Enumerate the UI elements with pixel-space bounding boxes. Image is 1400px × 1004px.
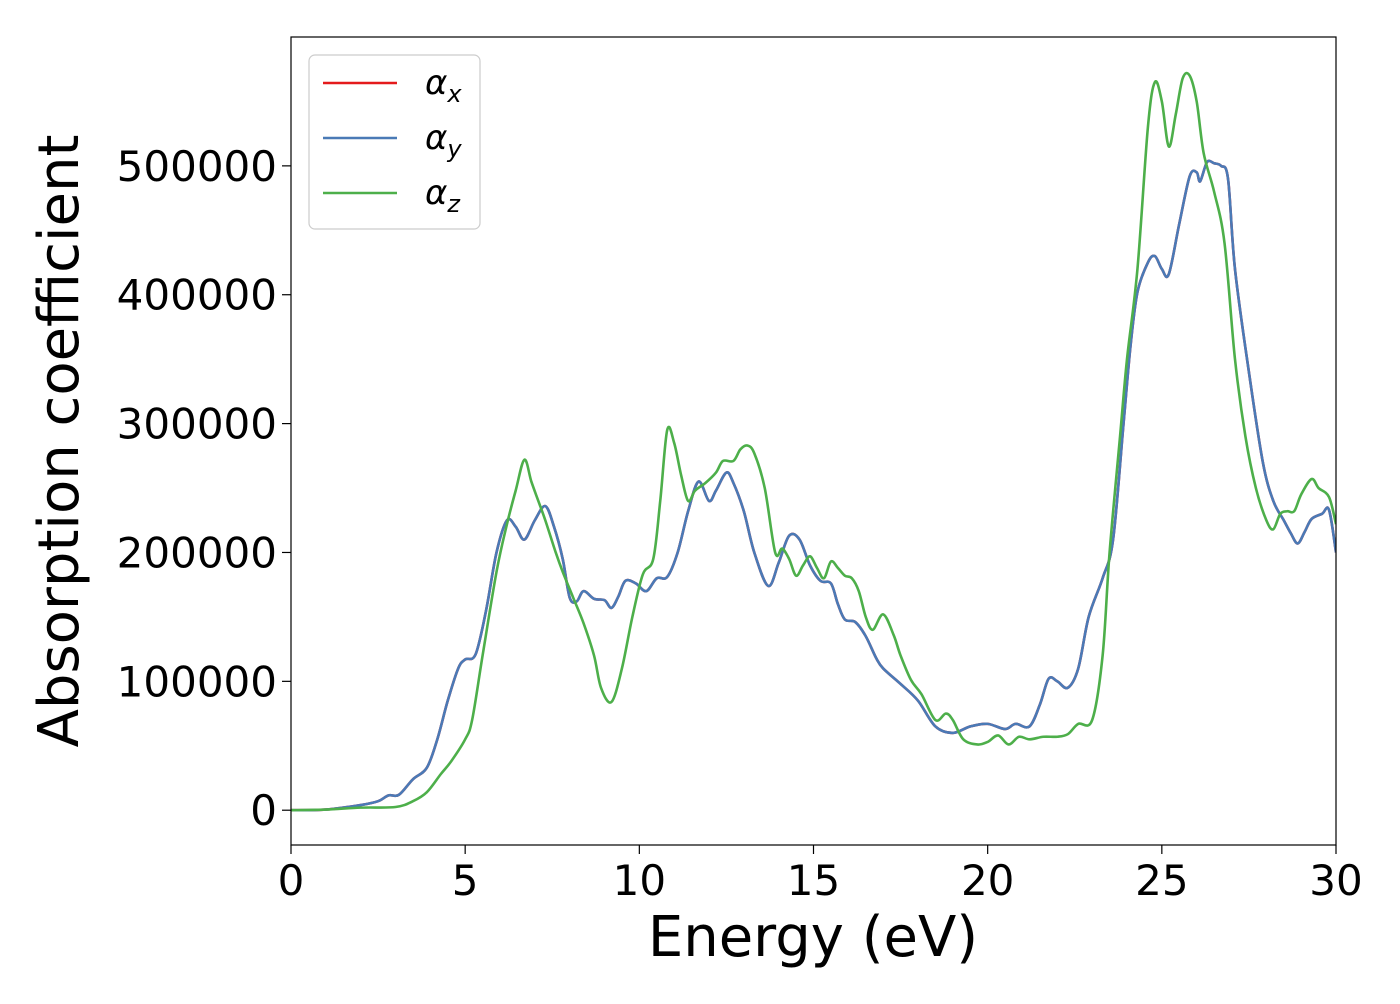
- y-tick-label: 500000: [117, 142, 277, 191]
- x-tick-label: 30: [1309, 856, 1362, 905]
- y-tick-label: 0: [250, 786, 277, 835]
- y-tick-label: 200000: [117, 528, 277, 577]
- y-tick-label: 300000: [117, 400, 277, 449]
- x-tick-label: 5: [452, 856, 479, 905]
- x-tick-label: 25: [1135, 856, 1188, 905]
- x-axis-label: Energy (eV): [648, 905, 978, 970]
- legend-label-x: αx: [425, 63, 462, 108]
- y-tick-label: 400000: [117, 271, 277, 320]
- x-axis: 0 5 10 15 20 25 30: [278, 845, 1363, 905]
- x-tick-label: 10: [613, 856, 666, 905]
- x-tick-label: 20: [961, 856, 1014, 905]
- legend-label-y: αy: [425, 118, 462, 163]
- y-tick-label: 100000: [117, 657, 277, 706]
- legend: αx αy αz: [308, 54, 481, 230]
- x-tick-label: 0: [278, 856, 305, 905]
- y-axis-label: Absorption coefficient: [27, 135, 92, 748]
- legend-label-z: αz: [425, 173, 461, 218]
- legend-box: [308, 54, 481, 230]
- series-line-y: [291, 159, 1336, 812]
- series-line-z: [291, 71, 1336, 812]
- series-lines: [291, 71, 1336, 812]
- x-tick-label: 15: [787, 856, 840, 905]
- y-axis: 0 100000 200000 300000 400000 500000: [117, 142, 291, 835]
